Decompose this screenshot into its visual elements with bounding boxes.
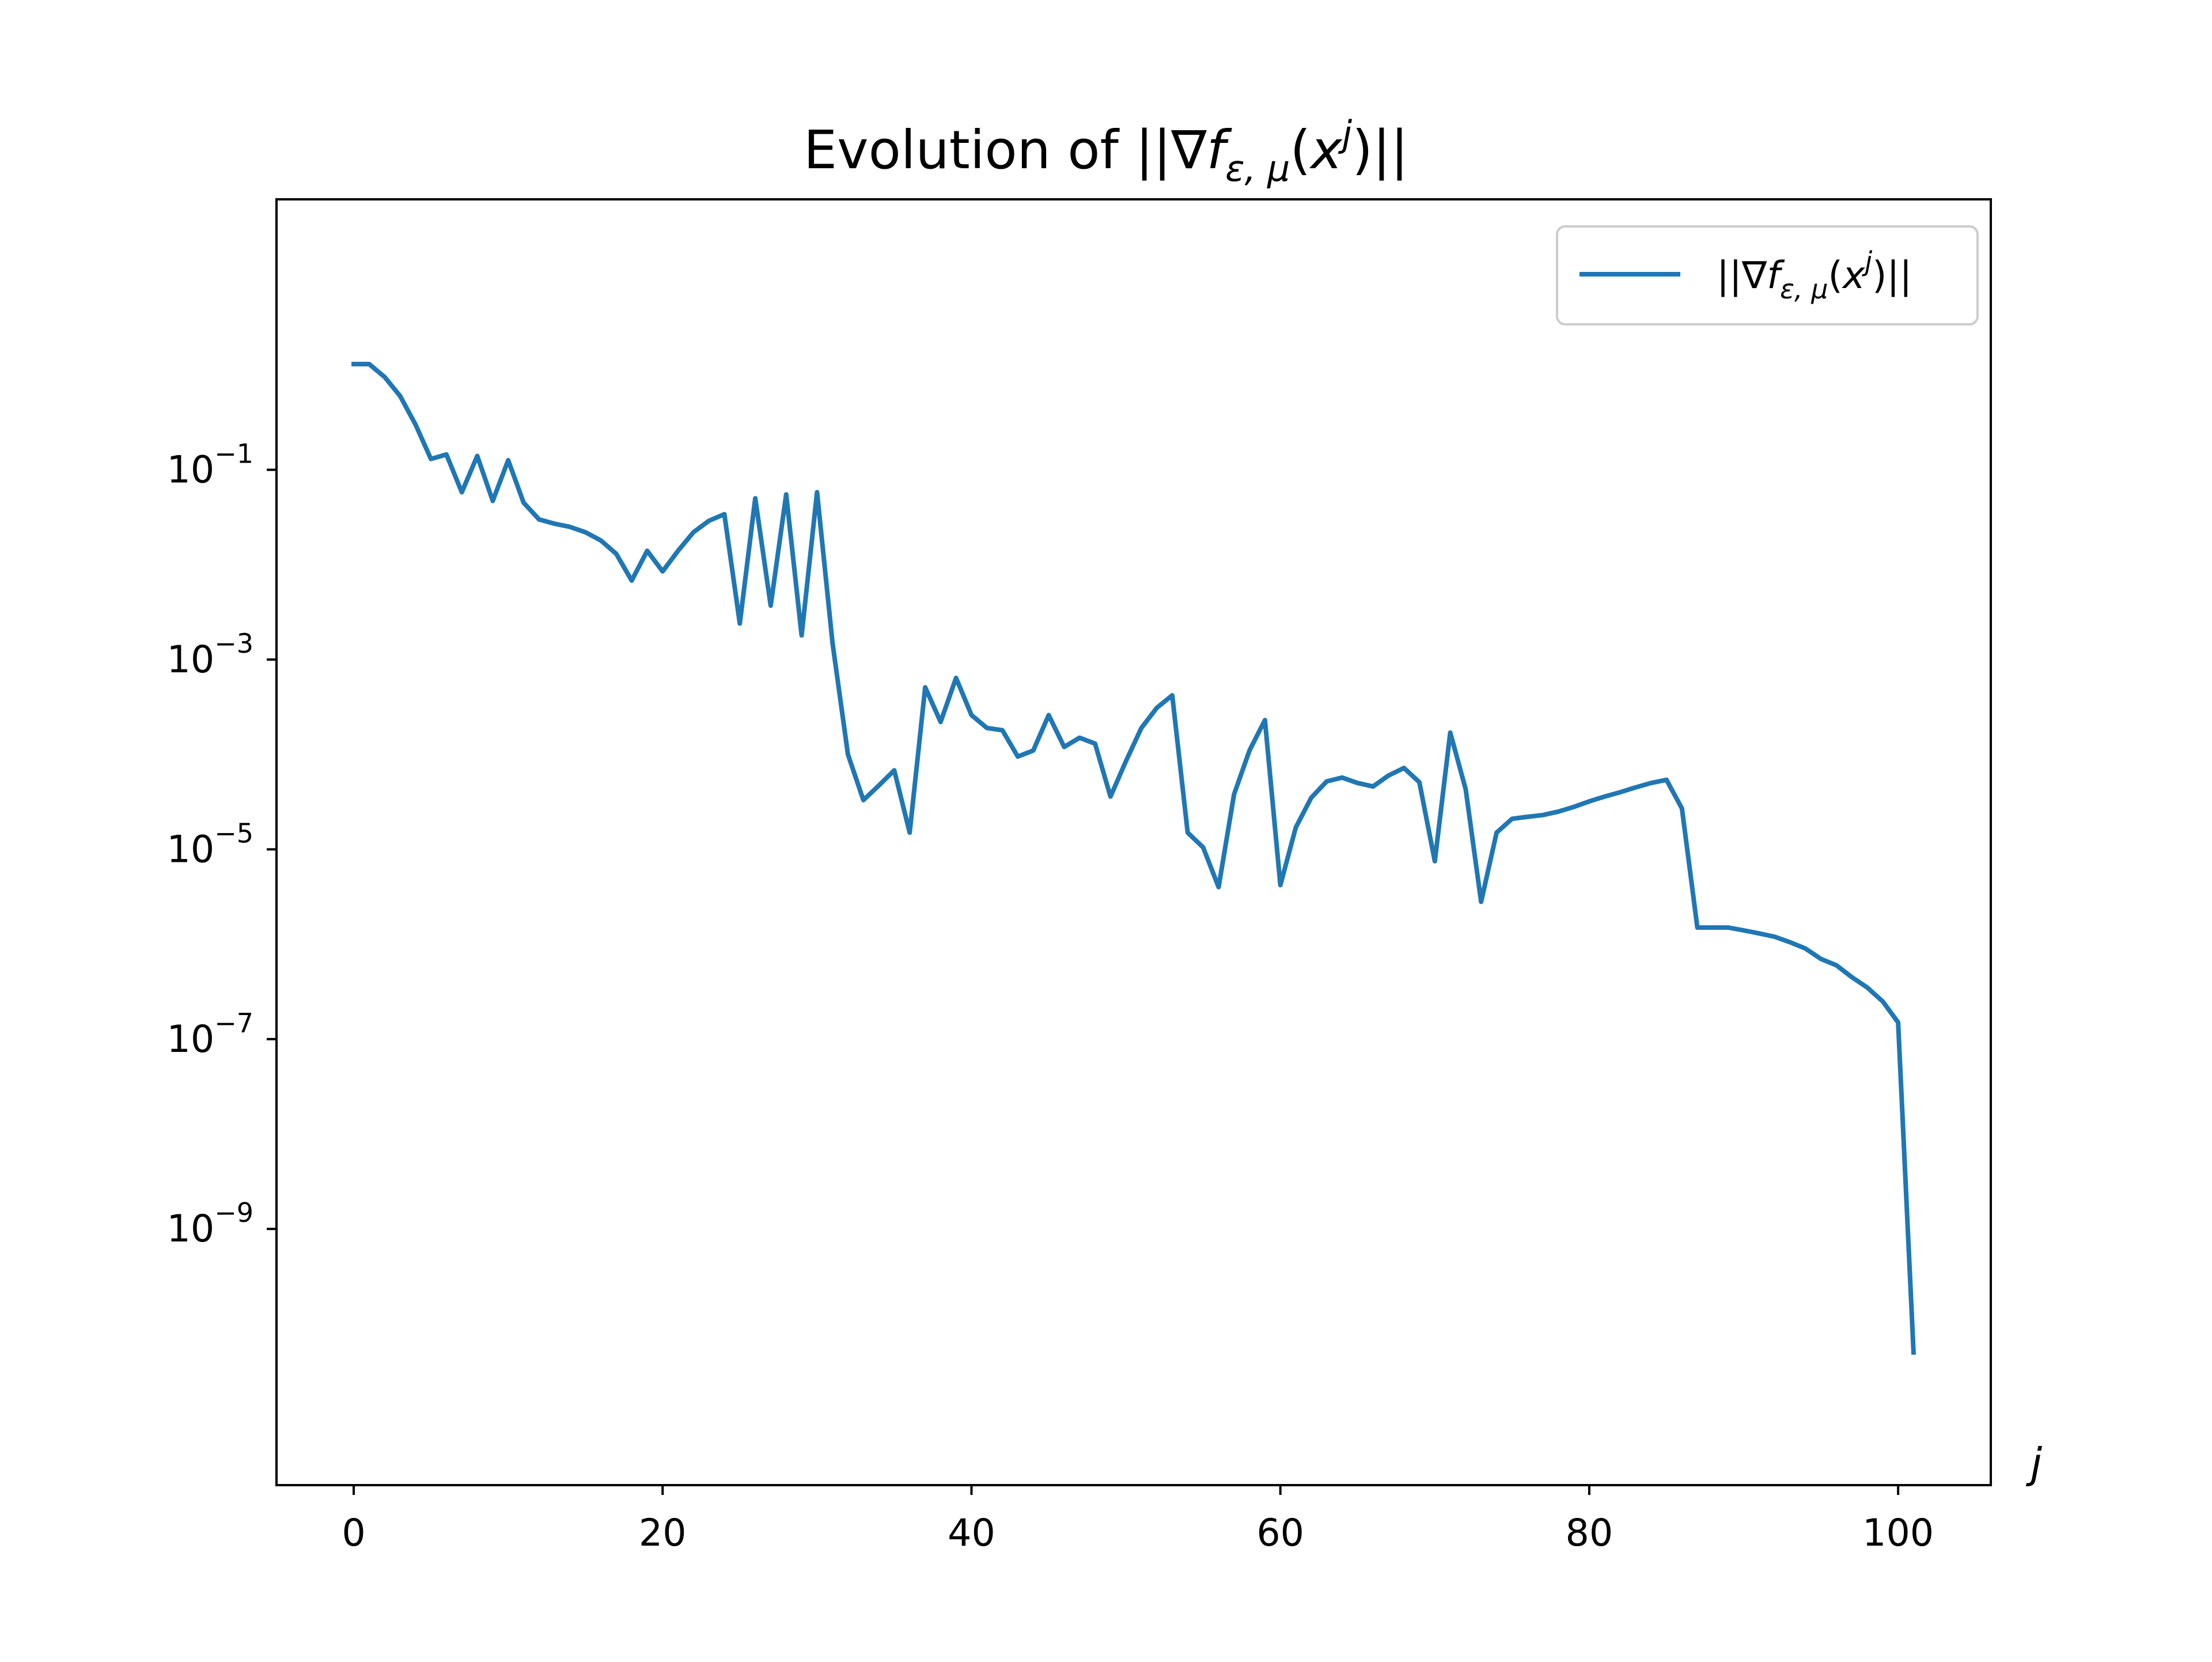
legend-box — [1556, 225, 1979, 325]
series-line — [351, 362, 1916, 1355]
legend: ||∇fε, μ(xj)|| — [1556, 225, 1979, 325]
y-tick-label: 10−9 — [166, 1197, 253, 1251]
x-tick-label: 0 — [342, 1512, 365, 1555]
y-tick-label: 10−1 — [166, 438, 253, 491]
x-axis: 0 20 40 60 80 100 — [342, 1485, 1934, 1555]
y-axis: 10−1 10−3 10−5 10−7 10−9 — [166, 438, 276, 1251]
chart-title: Evolution of ||∇fε, μ(xj)|| — [804, 113, 1408, 190]
y-tick-label: 10−7 — [166, 1008, 253, 1061]
plot-area — [276, 199, 1991, 1485]
legend-label: ||∇fε, μ(xj)|| — [1717, 246, 1912, 305]
y-tick-label: 10−3 — [166, 628, 253, 682]
x-tick-label: 80 — [1566, 1512, 1613, 1555]
x-tick-label: 60 — [1256, 1512, 1304, 1555]
x-tick-label: 20 — [639, 1512, 687, 1555]
x-tick-label: 100 — [1862, 1512, 1934, 1555]
plot-frame — [275, 198, 1992, 1486]
y-tick-label: 10−5 — [166, 817, 253, 871]
x-tick-label: 40 — [948, 1512, 995, 1555]
